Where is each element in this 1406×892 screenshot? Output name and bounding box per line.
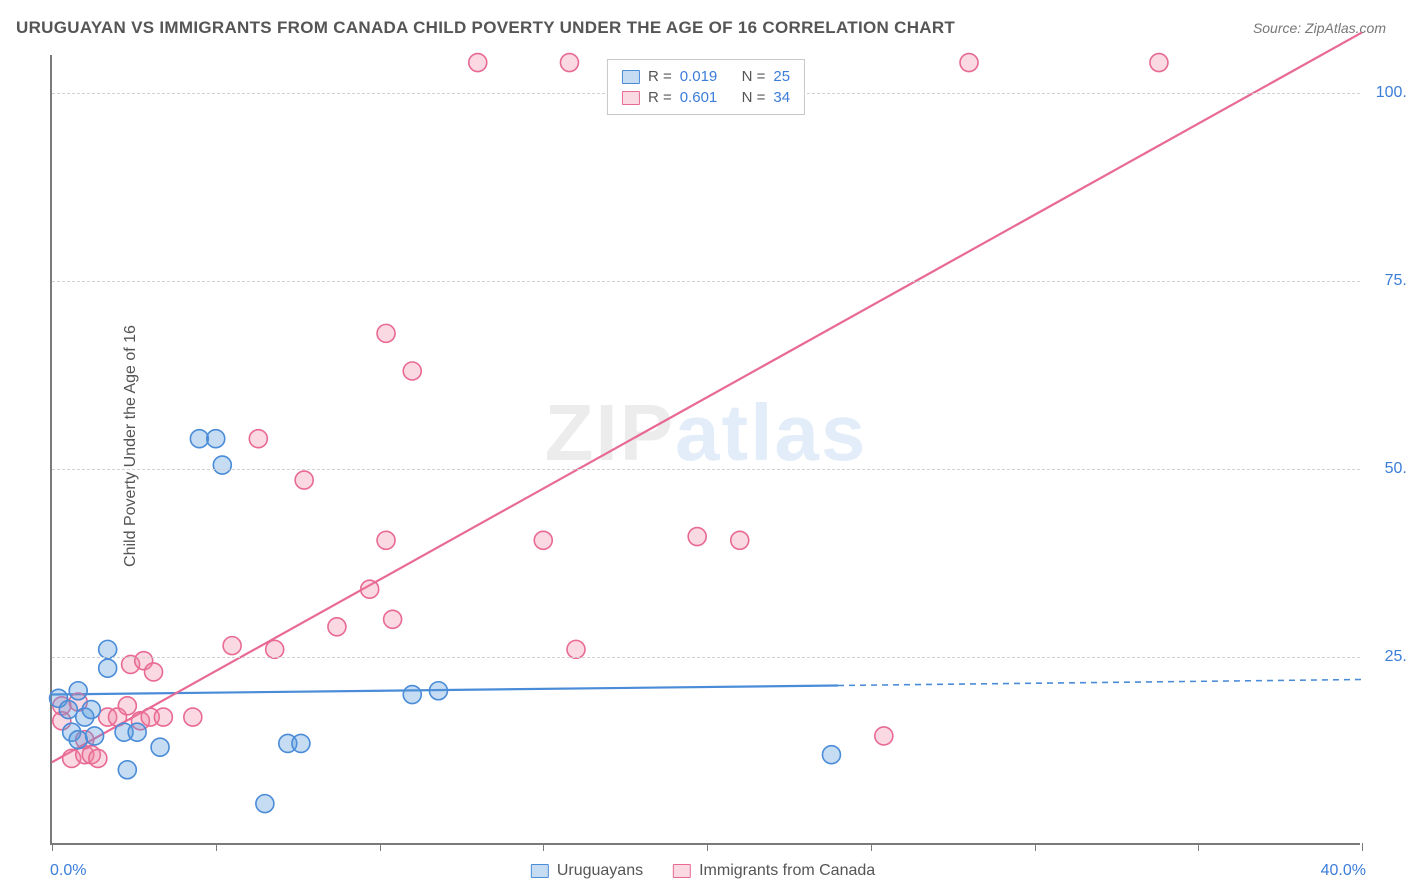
scatter-point-pink [688, 528, 706, 546]
r-label: R = [648, 89, 672, 106]
swatch-blue-icon [531, 864, 549, 878]
scatter-point-blue [59, 701, 77, 719]
legend-series: Uruguayans Immigrants from Canada [531, 862, 875, 880]
source-site: ZipAtlas.com [1305, 20, 1386, 36]
n-label: N = [742, 89, 766, 106]
scatter-point-blue [207, 430, 225, 448]
scatter-point-blue [822, 746, 840, 764]
trend-line-blue-dash [838, 679, 1362, 685]
legend-row-blue: R = 0.019 N = 25 [622, 66, 790, 87]
scatter-point-blue [69, 731, 87, 749]
scatter-point-blue [292, 734, 310, 752]
scatter-point-blue [403, 686, 421, 704]
r-label: R = [648, 68, 672, 85]
source-attribution: Source: ZipAtlas.com [1253, 20, 1386, 36]
scatter-point-blue [429, 682, 447, 700]
legend-label-blue: Uruguayans [557, 862, 643, 880]
legend-label-pink: Immigrants from Canada [699, 862, 875, 880]
scatter-point-pink [377, 531, 395, 549]
trend-line-pink [52, 32, 1362, 762]
x-axis-tick [1035, 843, 1036, 851]
scatter-point-blue [99, 659, 117, 677]
gridline-h [52, 469, 1360, 470]
scatter-point-blue [118, 761, 136, 779]
plot-area: ZIPatlas R = 0.019 N = 25 R = 0.601 N = … [50, 55, 1360, 845]
chart-container: URUGUAYAN VS IMMIGRANTS FROM CANADA CHIL… [0, 0, 1406, 892]
scatter-point-pink [361, 580, 379, 598]
n-value-pink: 34 [773, 89, 790, 106]
plot-svg [52, 55, 1360, 843]
legend-item-blue: Uruguayans [531, 862, 643, 880]
legend-correlation-box: R = 0.019 N = 25 R = 0.601 N = 34 [607, 59, 805, 115]
scatter-point-blue [86, 727, 104, 745]
y-axis-tick-label: 100.0% [1376, 84, 1406, 102]
scatter-point-pink [875, 727, 893, 745]
r-value-blue: 0.019 [680, 68, 718, 85]
scatter-point-pink [89, 749, 107, 767]
swatch-pink-icon [622, 91, 640, 105]
scatter-point-pink [154, 708, 172, 726]
scatter-point-blue [99, 640, 117, 658]
scatter-point-pink [145, 663, 163, 681]
chart-title: URUGUAYAN VS IMMIGRANTS FROM CANADA CHIL… [16, 18, 955, 38]
y-axis-tick-label: 50.0% [1385, 460, 1406, 478]
scatter-point-pink [223, 637, 241, 655]
scatter-point-blue [256, 795, 274, 813]
source-label: Source: [1253, 20, 1305, 36]
swatch-pink-icon [673, 864, 691, 878]
gridline-h [52, 657, 1360, 658]
legend-item-pink: Immigrants from Canada [673, 862, 875, 880]
x-axis-label-min: 0.0% [50, 862, 86, 880]
scatter-point-pink [295, 471, 313, 489]
swatch-blue-icon [622, 70, 640, 84]
scatter-point-pink [118, 697, 136, 715]
y-axis-tick-label: 25.0% [1385, 648, 1406, 666]
x-axis-tick [52, 843, 53, 851]
scatter-point-pink [384, 610, 402, 628]
gridline-h [52, 281, 1360, 282]
scatter-point-pink [731, 531, 749, 549]
scatter-point-pink [469, 54, 487, 72]
scatter-point-pink [249, 430, 267, 448]
x-axis-tick [871, 843, 872, 851]
scatter-point-pink [328, 618, 346, 636]
x-axis-tick [1362, 843, 1363, 851]
x-axis-label-max: 40.0% [1321, 862, 1366, 880]
scatter-point-pink [266, 640, 284, 658]
scatter-point-pink [1150, 54, 1168, 72]
scatter-point-pink [403, 362, 421, 380]
n-label: N = [742, 68, 766, 85]
scatter-point-pink [184, 708, 202, 726]
x-axis-tick [380, 843, 381, 851]
n-value-blue: 25 [773, 68, 790, 85]
y-axis-tick-label: 75.0% [1385, 272, 1406, 290]
scatter-point-blue [69, 682, 87, 700]
x-axis-tick [216, 843, 217, 851]
x-axis-tick [707, 843, 708, 851]
scatter-point-blue [82, 701, 100, 719]
x-axis-tick [543, 843, 544, 851]
scatter-point-blue [190, 430, 208, 448]
scatter-point-pink [534, 531, 552, 549]
legend-row-pink: R = 0.601 N = 34 [622, 87, 790, 108]
scatter-point-pink [567, 640, 585, 658]
scatter-point-blue [128, 723, 146, 741]
r-value-pink: 0.601 [680, 89, 718, 106]
scatter-point-blue [213, 456, 231, 474]
scatter-point-pink [377, 324, 395, 342]
scatter-point-blue [151, 738, 169, 756]
scatter-point-pink [960, 54, 978, 72]
x-axis-tick [1198, 843, 1199, 851]
scatter-point-pink [560, 54, 578, 72]
